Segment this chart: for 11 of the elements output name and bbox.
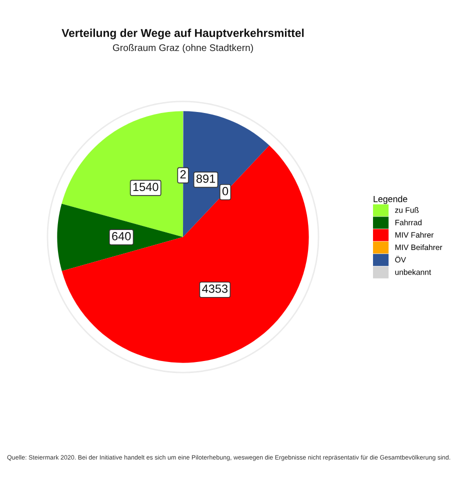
data-label: 640 bbox=[112, 232, 131, 240]
pie-slice bbox=[62, 145, 309, 363]
data-label: 4353 bbox=[202, 284, 228, 293]
chart-title: Verteilung der Wege auf Hauptverkehrsmittel bbox=[62, 28, 304, 40]
data-label: 891 bbox=[196, 174, 216, 183]
data-label: 2 bbox=[180, 170, 186, 178]
chart-subtitle: Großraum Graz (ohne Stadtkern) bbox=[112, 44, 253, 53]
text: 0 bbox=[222, 186, 228, 196]
pie-slice bbox=[57, 204, 183, 272]
legend-title: Legende bbox=[374, 196, 408, 204]
data-label: 1540 bbox=[133, 182, 158, 192]
